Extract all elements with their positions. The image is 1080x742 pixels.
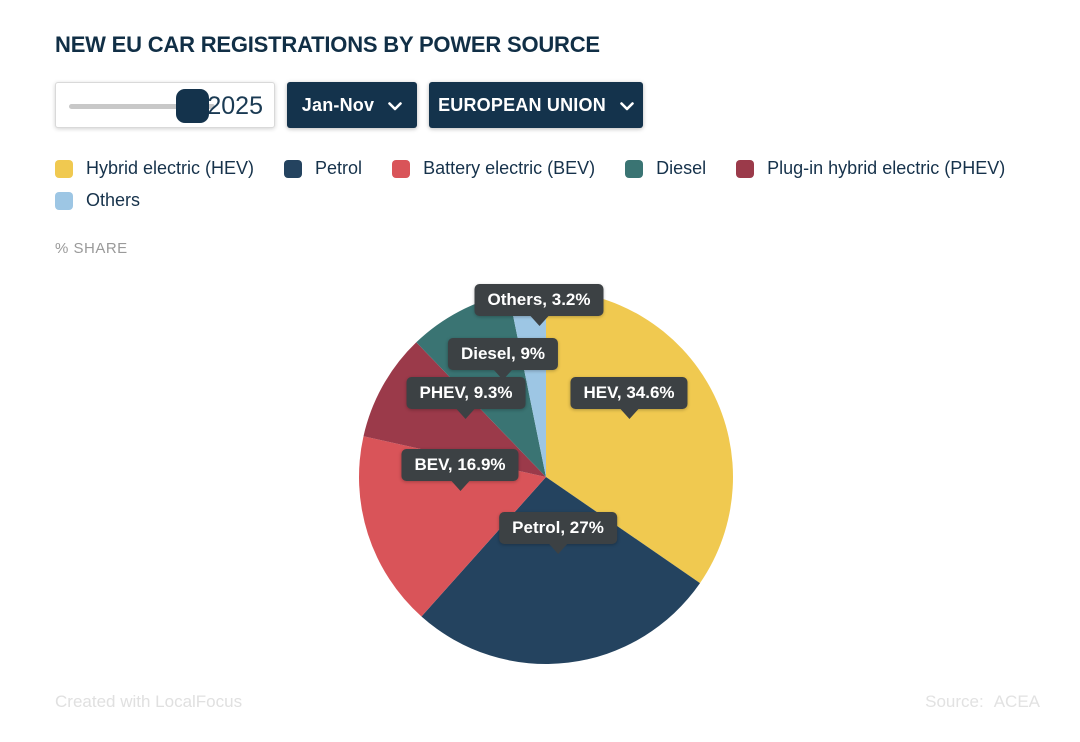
chevron-down-icon <box>388 95 403 116</box>
chevron-down-icon <box>620 95 634 116</box>
legend-label: Plug-in hybrid electric (PHEV) <box>767 158 1006 178</box>
region-dropdown-label: EUROPEAN UNION <box>438 94 606 115</box>
localfocus-credit: Created with LocalFocus <box>55 692 243 711</box>
source-label: Source: <box>925 692 984 711</box>
region-dropdown[interactable]: EUROPEAN UNION <box>429 82 643 128</box>
data-label-others: Others, 3.2% <box>474 284 604 316</box>
data-label-phev: PHEV, 9.3% <box>406 377 526 409</box>
period-dropdown[interactable]: Jan-Nov <box>287 82 417 128</box>
pie-slice-others[interactable] <box>508 290 546 477</box>
legend-label: Battery electric (BEV) <box>423 158 596 178</box>
pie-slice-bev[interactable] <box>358 436 546 617</box>
data-label-petrol: Petrol, 27% <box>499 512 617 544</box>
unit-note: % SHARE <box>55 240 128 257</box>
legend-label: Others <box>86 190 141 210</box>
legend-item-diesel: Diesel <box>625 158 706 179</box>
data-label-bev: BEV, 16.9% <box>401 449 519 481</box>
legend-label: Hybrid electric (HEV) <box>86 158 255 178</box>
page-title: NEW EU CAR REGISTRATIONS BY POWER SOURCE <box>55 32 600 57</box>
legend-item-hev: Hybrid electric (HEV) <box>55 158 254 179</box>
year-slider-track[interactable] <box>69 104 215 109</box>
legend-label: Diesel <box>656 158 707 178</box>
year-slider-handle[interactable] <box>176 89 209 123</box>
legend-label: Petrol <box>315 158 363 178</box>
legend-swatch <box>55 159 73 178</box>
source-value: ACEA <box>993 692 1040 711</box>
legend-swatch <box>392 159 411 178</box>
legend-swatch <box>736 159 755 178</box>
legend-item-petrol: Petrol <box>284 158 362 179</box>
legend-item-others: Others <box>55 190 140 211</box>
legend-swatch <box>625 159 644 178</box>
period-dropdown-label: Jan-Nov <box>301 94 375 115</box>
legend-item-phev: Plug-in hybrid electric (PHEV) <box>736 158 1005 179</box>
year-slider[interactable]: 2025 <box>55 82 275 128</box>
legend: Hybrid electric (HEV) Petrol Battery ele… <box>55 158 1055 211</box>
legend-item-bev: Battery electric (BEV) <box>392 158 595 179</box>
controls-bar: 2025 Jan-Nov EUROPEAN UNION <box>55 82 643 128</box>
data-label-hev: HEV, 34.6% <box>570 377 688 409</box>
source-note: Source: ACEA <box>925 692 1040 712</box>
data-label-diesel: Diesel, 9% <box>447 338 559 370</box>
pie-slice-hev[interactable] <box>546 290 733 584</box>
legend-swatch <box>55 191 73 210</box>
legend-swatch <box>284 159 303 178</box>
year-slider-value: 2025 <box>207 91 263 120</box>
pie-slice-petrol[interactable] <box>421 477 701 664</box>
pie-slice-phev[interactable] <box>363 342 546 477</box>
